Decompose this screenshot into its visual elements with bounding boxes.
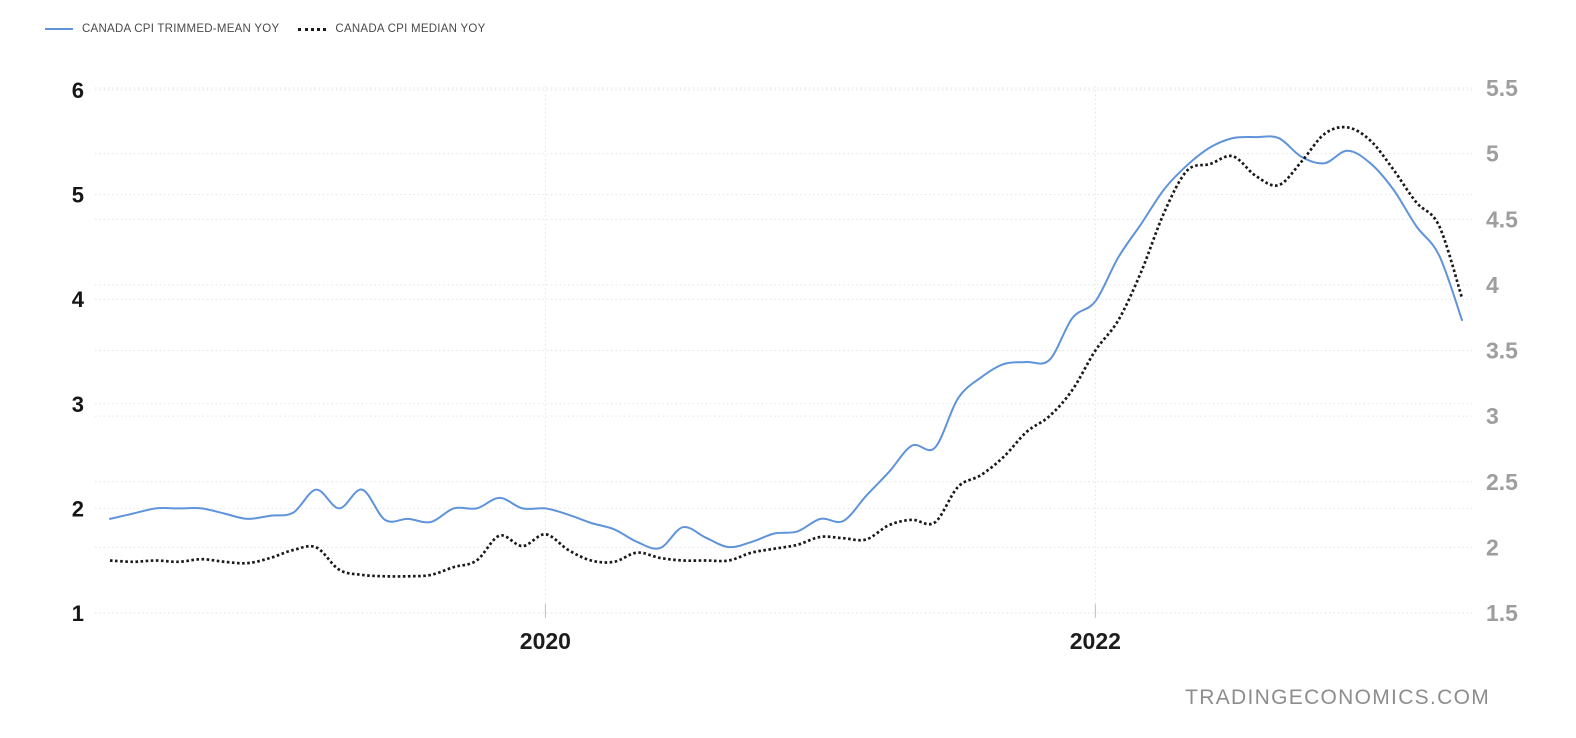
right-axis-tick-label-3.5: 3.5 (1486, 338, 1518, 364)
solid-line-swatch-icon (45, 28, 73, 30)
series-line-median[interactable] (109, 125, 1464, 578)
right-axis-tick-label-2: 2 (1486, 534, 1499, 560)
watermark: TRADINGECONOMICS.COM (1185, 686, 1490, 709)
legend-label-trimmed-mean: CANADA CPI TRIMMED-MEAN YOY (82, 23, 280, 35)
legend: CANADA CPI TRIMMED-MEAN YOY CANADA CPI M… (45, 23, 486, 35)
legend-item-median[interactable]: CANADA CPI MEDIAN YOY (298, 23, 485, 35)
legend-item-trimmed-mean[interactable]: CANADA CPI TRIMMED-MEAN YOY (45, 23, 279, 35)
x-axis-tick-label-2020: 2020 (520, 628, 571, 654)
left-axis-tick-label-3: 3 (72, 392, 84, 417)
x-axis-tick-label-2022: 2022 (1070, 628, 1121, 654)
right-axis-tick-label-2.5: 2.5 (1486, 469, 1518, 495)
right-axis-tick-label-4: 4 (1486, 272, 1499, 298)
left-axis-tick-label-1: 1 (72, 601, 84, 626)
right-axis-tick-label-5: 5 (1486, 141, 1499, 167)
series-line-trimmed-mean[interactable] (109, 135, 1463, 550)
left-axis-tick-label-5: 5 (72, 183, 84, 208)
right-axis-tick-label-3: 3 (1486, 403, 1499, 429)
left-axis-tick-label-4: 4 (72, 287, 85, 312)
legend-label-median: CANADA CPI MEDIAN YOY (335, 23, 486, 35)
left-axis-tick-label-6: 6 (72, 78, 84, 103)
dotted-line-swatch-icon (298, 27, 327, 31)
right-axis-tick-label-5.5: 5.5 (1486, 75, 1518, 101)
right-axis-tick-label-1.5: 1.5 (1486, 600, 1518, 626)
left-axis-tick-label-2: 2 (72, 496, 84, 521)
right-axis-tick-label-4.5: 4.5 (1486, 206, 1518, 232)
